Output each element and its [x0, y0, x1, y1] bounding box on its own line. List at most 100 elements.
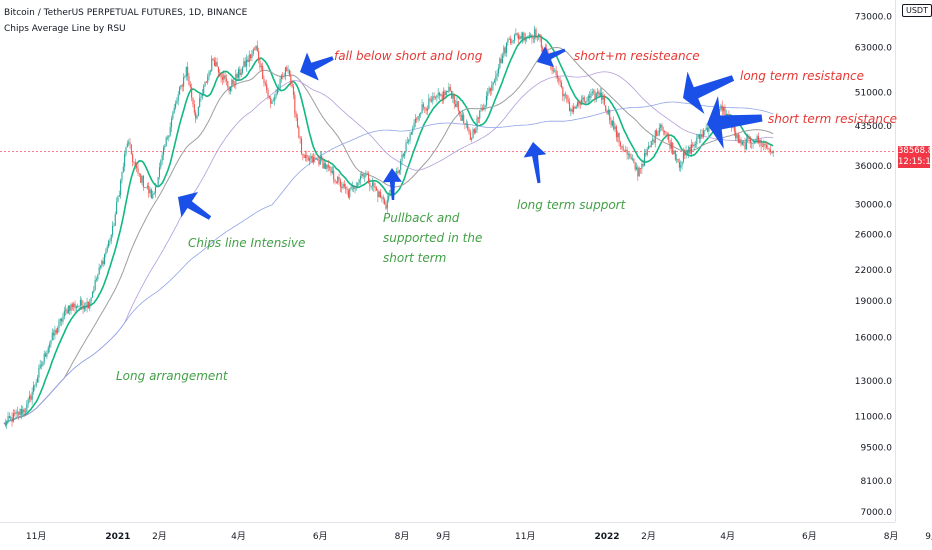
candle: [318, 155, 320, 167]
candles: [4, 25, 774, 429]
candle: [409, 131, 411, 144]
candle: [433, 92, 435, 100]
candle: [516, 32, 518, 39]
x-tick-label: 6月: [313, 531, 328, 542]
candle: [299, 135, 301, 144]
candle: [606, 109, 608, 116]
candle: [255, 45, 257, 51]
candle: [745, 134, 747, 151]
candle: [55, 328, 57, 335]
candle: [335, 180, 337, 184]
annotation-arrow: [537, 46, 566, 68]
candle: [4, 418, 6, 428]
candle: [168, 135, 170, 142]
candle: [614, 123, 616, 133]
candle: [204, 81, 206, 88]
candle: [449, 84, 451, 92]
candle: [122, 162, 124, 174]
currency-button[interactable]: USDT: [902, 4, 932, 17]
candle: [623, 149, 626, 152]
candle: [741, 139, 743, 146]
candle: [374, 183, 376, 192]
candle: [224, 70, 226, 83]
candle: [138, 173, 140, 178]
candle: [31, 387, 33, 405]
candle: [376, 186, 378, 191]
annotation-text: short term: [383, 251, 446, 265]
candle: [668, 132, 670, 144]
candle: [314, 153, 316, 163]
candle: [440, 93, 442, 97]
candle: [39, 359, 41, 370]
candle: [165, 136, 167, 147]
candle: [646, 146, 648, 157]
candle: [757, 132, 760, 145]
candle: [126, 140, 128, 148]
candle: [290, 70, 292, 87]
candle: [472, 127, 474, 139]
bar-countdown: 12:15:19: [898, 157, 932, 168]
candle: [740, 136, 742, 147]
candle: [381, 195, 383, 203]
candle: [121, 171, 123, 184]
candle: [50, 339, 52, 348]
candle: [429, 96, 431, 103]
candle: [615, 124, 617, 142]
candle: [75, 305, 77, 312]
candle: [759, 139, 761, 148]
candle: [260, 63, 262, 72]
candle: [485, 91, 487, 108]
candle: [156, 184, 158, 188]
candle: [531, 33, 533, 44]
candle: [515, 28, 517, 36]
candle: [707, 124, 709, 133]
candle: [511, 38, 513, 45]
candle: [278, 84, 280, 93]
candle: [605, 105, 607, 112]
candle: [310, 152, 312, 163]
candle: [108, 239, 110, 249]
annotation-text: long term support: [517, 198, 627, 212]
candle: [196, 114, 198, 120]
candle: [617, 130, 619, 143]
candle: [534, 25, 536, 44]
indicator-title: Chips Average Line by RSU: [4, 24, 126, 34]
candle: [128, 139, 130, 147]
candle: [477, 116, 479, 124]
candle: [282, 72, 284, 80]
candle: [416, 117, 418, 123]
candle: [540, 34, 542, 53]
candle: [480, 104, 482, 112]
candle: [621, 145, 623, 150]
candle: [242, 66, 244, 75]
y-tick-label: 8100.0: [861, 477, 893, 487]
candle: [134, 158, 136, 170]
candle: [300, 136, 303, 155]
candle: [266, 79, 268, 94]
candle: [501, 52, 504, 64]
candle: [398, 169, 400, 175]
candle: [443, 87, 445, 104]
candle: [133, 161, 135, 166]
candle: [405, 139, 407, 154]
candle: [771, 151, 773, 154]
candle: [595, 92, 597, 103]
candle: [35, 379, 37, 388]
candle: [619, 140, 621, 150]
candle: [674, 150, 676, 162]
candle: [598, 89, 600, 97]
candle: [169, 122, 171, 137]
x-axis[interactable]: 11月 2021 2月 4月 6月 8月 9月 11月 2022 2月 4月 6月 8月 9月: [26, 531, 932, 542]
annotation-arrow: [707, 96, 763, 149]
candle: [432, 92, 434, 105]
candle: [362, 172, 364, 180]
candle: [609, 109, 611, 125]
annotation-arrow: [683, 71, 735, 114]
candle: [457, 101, 459, 115]
y-axis[interactable]: 7000.0 8100.0 9500.0 11000.0 13000.0 16000.0 1…: [855, 13, 892, 518]
candle: [53, 329, 55, 341]
candle: [313, 152, 315, 165]
candle: [41, 360, 43, 370]
candle: [650, 140, 652, 148]
